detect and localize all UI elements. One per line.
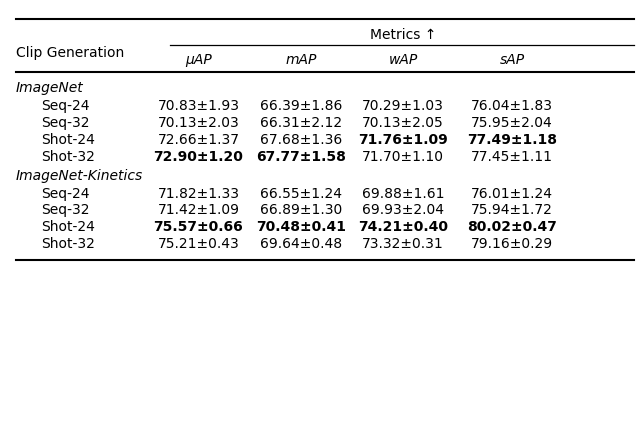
Text: 77.45±1.11: 77.45±1.11 — [471, 150, 553, 164]
Text: Seq-32: Seq-32 — [42, 116, 90, 130]
Text: 75.95±2.04: 75.95±2.04 — [471, 116, 553, 130]
Text: 80.02±0.47: 80.02±0.47 — [467, 220, 557, 234]
Text: Clip Generation: Clip Generation — [16, 46, 124, 60]
Text: Shot-24: Shot-24 — [42, 133, 95, 147]
Text: 71.82±1.33: 71.82±1.33 — [157, 187, 239, 200]
Text: 70.48±0.41: 70.48±0.41 — [256, 220, 346, 234]
Text: 79.16±0.29: 79.16±0.29 — [471, 237, 553, 251]
Text: Seq-32: Seq-32 — [42, 204, 90, 217]
Text: 66.89±1.30: 66.89±1.30 — [260, 204, 342, 217]
Text: 69.64±0.48: 69.64±0.48 — [260, 237, 342, 251]
Text: 70.13±2.03: 70.13±2.03 — [157, 116, 239, 130]
Text: 66.31±2.12: 66.31±2.12 — [260, 116, 342, 130]
Text: 76.01±1.24: 76.01±1.24 — [471, 187, 553, 200]
Text: 66.55±1.24: 66.55±1.24 — [260, 187, 342, 200]
Text: μAP: μAP — [185, 53, 212, 67]
Text: 76.04±1.83: 76.04±1.83 — [471, 99, 553, 113]
Text: 71.42±1.09: 71.42±1.09 — [157, 204, 239, 217]
Text: Shot-32: Shot-32 — [42, 150, 95, 164]
Text: Metrics ↑: Metrics ↑ — [370, 28, 436, 42]
Text: 71.70±1.10: 71.70±1.10 — [362, 150, 444, 164]
Text: mAP: mAP — [285, 53, 317, 67]
Text: 70.83±1.93: 70.83±1.93 — [157, 99, 239, 113]
Text: 66.39±1.86: 66.39±1.86 — [260, 99, 342, 113]
Text: 67.77±1.58: 67.77±1.58 — [256, 150, 346, 164]
Text: 75.21±0.43: 75.21±0.43 — [157, 237, 239, 251]
Text: Seq-24: Seq-24 — [42, 187, 90, 200]
Text: 69.93±2.04: 69.93±2.04 — [362, 204, 444, 217]
Text: Shot-24: Shot-24 — [42, 220, 95, 234]
Text: 73.32±0.31: 73.32±0.31 — [362, 237, 444, 251]
Text: 72.66±1.37: 72.66±1.37 — [157, 133, 239, 147]
Text: 67.68±1.36: 67.68±1.36 — [260, 133, 342, 147]
Text: Shot-32: Shot-32 — [42, 237, 95, 251]
Text: 77.49±1.18: 77.49±1.18 — [467, 133, 557, 147]
Text: 70.13±2.05: 70.13±2.05 — [362, 116, 444, 130]
Text: 74.21±0.40: 74.21±0.40 — [358, 220, 448, 234]
Text: 71.76±1.09: 71.76±1.09 — [358, 133, 448, 147]
Text: sAP: sAP — [499, 53, 525, 67]
Text: 75.57±0.66: 75.57±0.66 — [154, 220, 243, 234]
Text: 72.90±1.20: 72.90±1.20 — [154, 150, 243, 164]
Text: wAP: wAP — [388, 53, 418, 67]
Text: 75.94±1.72: 75.94±1.72 — [471, 204, 553, 217]
Text: Seq-24: Seq-24 — [42, 99, 90, 113]
Text: ImageNet: ImageNet — [16, 81, 84, 95]
Text: ImageNet-Kinetics: ImageNet-Kinetics — [16, 169, 143, 183]
Text: 70.29±1.03: 70.29±1.03 — [362, 99, 444, 113]
Text: 69.88±1.61: 69.88±1.61 — [362, 187, 444, 200]
